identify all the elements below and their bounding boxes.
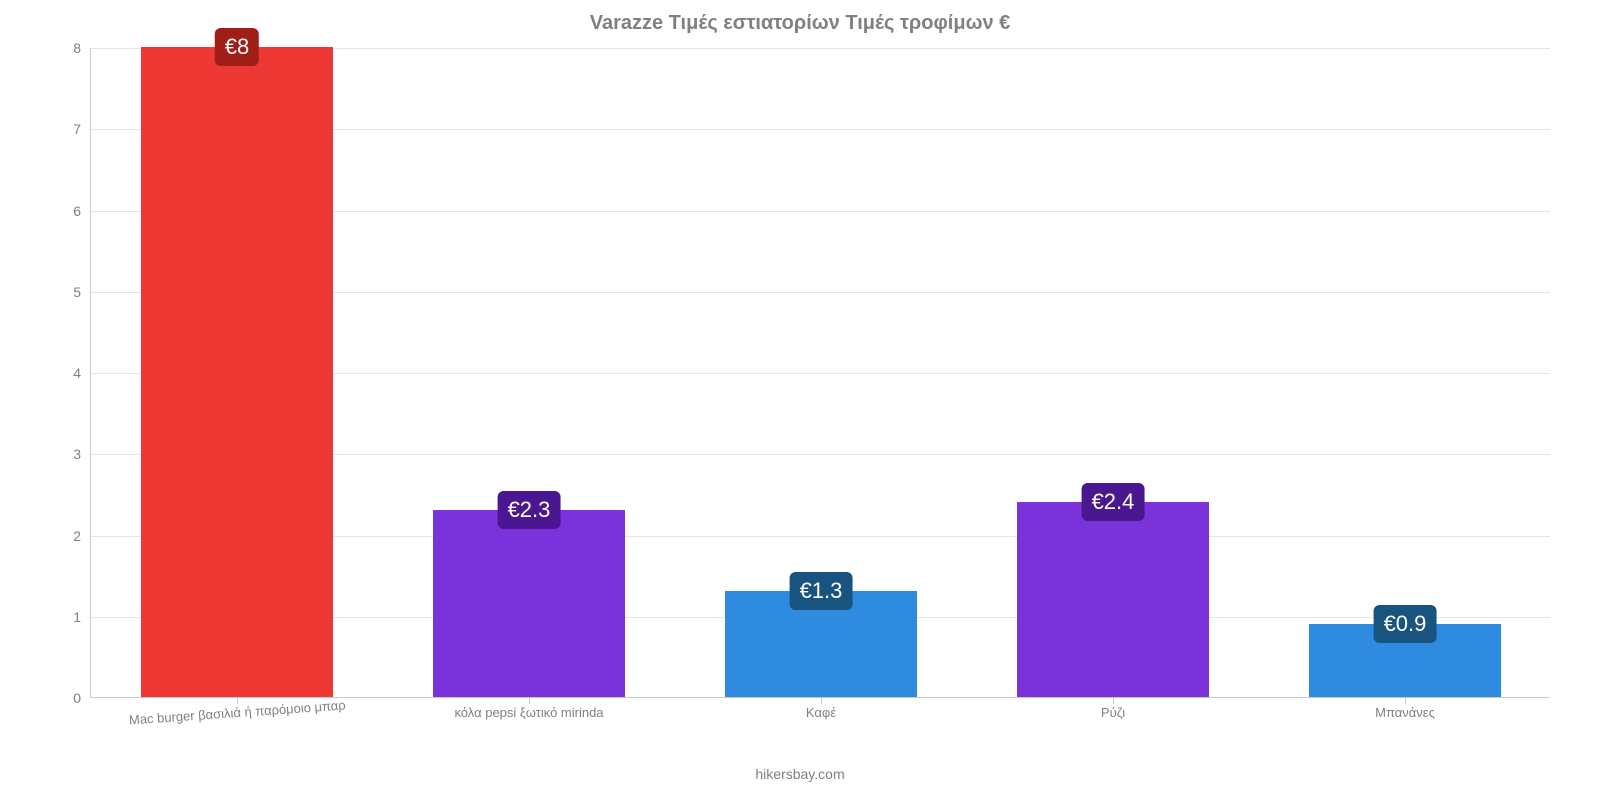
- y-tick-label: 0: [73, 690, 91, 706]
- y-tick-label: 2: [73, 528, 91, 544]
- y-tick-label: 5: [73, 284, 91, 300]
- bar: €2.3: [433, 510, 626, 697]
- y-tick-label: 4: [73, 365, 91, 381]
- bar: €0.9: [1309, 624, 1502, 697]
- bar: €1.3: [725, 591, 918, 697]
- bar: €2.4: [1017, 502, 1210, 697]
- x-tick-label: κόλα pepsi ξωτικό mirinda: [454, 697, 603, 720]
- y-tick-label: 7: [73, 121, 91, 137]
- plot-area: 012345678€8Mac burger βασιλιά ή παρόμοιο…: [90, 48, 1550, 698]
- x-tick-label: Ρύζι: [1101, 697, 1125, 720]
- value-badge: €0.9: [1374, 605, 1437, 643]
- bar: €8: [141, 47, 334, 697]
- y-tick-label: 8: [73, 40, 91, 56]
- bar-chart: Varazze Τιμές εστιατορίων Τιμές τροφίμων…: [0, 0, 1600, 800]
- y-tick-label: 3: [73, 446, 91, 462]
- value-badge: €2.4: [1082, 483, 1145, 521]
- x-tick-label: Μπανάνες: [1375, 697, 1435, 720]
- value-badge: €1.3: [790, 572, 853, 610]
- value-badge: €2.3: [498, 491, 561, 529]
- y-tick-label: 1: [73, 609, 91, 625]
- y-tick-label: 6: [73, 203, 91, 219]
- source-label: hikersbay.com: [0, 766, 1600, 782]
- x-tick-label: Καφέ: [806, 697, 836, 720]
- value-badge: €8: [215, 28, 259, 66]
